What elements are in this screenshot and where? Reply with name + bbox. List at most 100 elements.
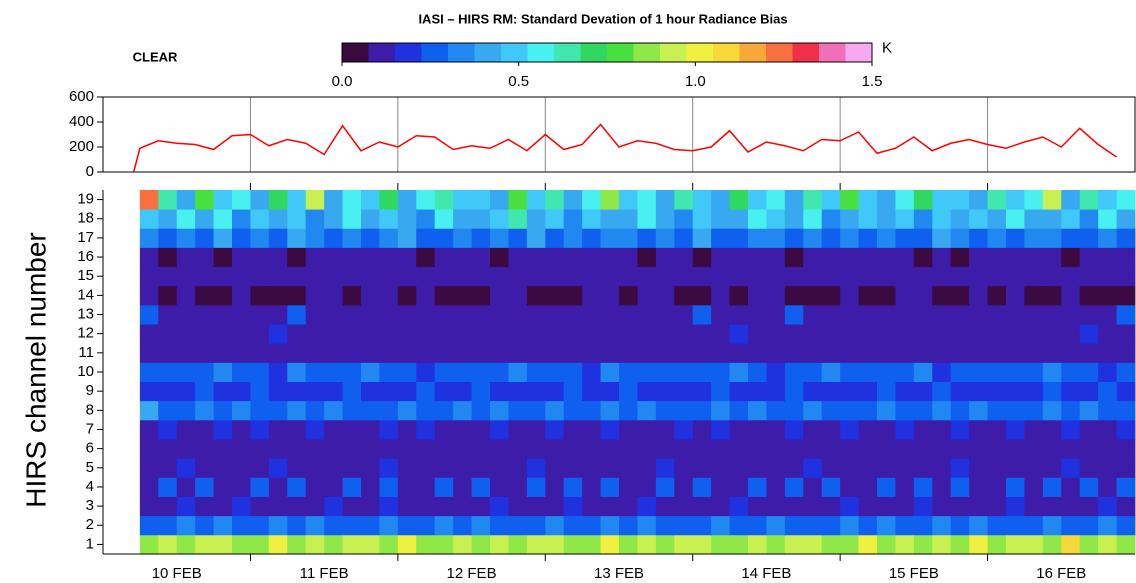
heatmap-cell [711, 496, 730, 517]
heatmap-cell [821, 439, 841, 459]
heatmap-cell [305, 400, 325, 421]
heatmap-cell [637, 343, 657, 363]
heatmap-cell [342, 209, 362, 229]
heatmap-cell [969, 381, 988, 402]
heatmap-cell [232, 324, 251, 344]
heatmap-cell [416, 304, 436, 325]
heatmap-cell [950, 400, 970, 421]
heatmap-cell [250, 439, 270, 459]
heatmap-cell [821, 381, 841, 402]
heatmap-cell [342, 400, 362, 421]
heatmap-cell [1024, 209, 1044, 229]
heatmap-cell [158, 285, 178, 306]
heatmap-cell [600, 209, 620, 229]
heatmap-cell [1061, 285, 1081, 306]
heatmap-cell [582, 209, 601, 229]
heatmap-cell [342, 304, 362, 325]
heatmap-cell [987, 209, 1007, 229]
heatmap-cell [563, 266, 583, 287]
heatmap-cell [1079, 496, 1099, 517]
y-tick-label: 1 [86, 535, 94, 552]
heatmap-cell [1061, 343, 1081, 363]
heatmap-cell [877, 496, 896, 517]
heatmap-cell [1116, 458, 1136, 478]
heatmap-cell [287, 190, 307, 210]
heatmap-cell [563, 285, 583, 306]
heatmap-cell [803, 190, 823, 210]
heatmap-cell [1098, 209, 1117, 229]
heatmap-cell [195, 400, 214, 421]
heatmap-cell [748, 477, 767, 497]
heatmap-cell [1006, 343, 1025, 363]
heatmap-cell [195, 458, 214, 478]
heatmap-cell [766, 496, 786, 517]
heatmap-cell [545, 228, 565, 248]
heatmap-cell [803, 419, 823, 440]
heatmap-cell [950, 190, 970, 210]
heatmap-cell [361, 324, 380, 344]
heatmap-cell [305, 209, 325, 229]
heatmap-cell [969, 209, 988, 229]
heatmap-cell [139, 247, 159, 268]
heatmap-cell [692, 343, 712, 363]
heatmap-cell [453, 324, 472, 344]
heatmap-cell [821, 362, 841, 382]
heatmap-cell [379, 381, 399, 402]
heatmap-cell [268, 515, 288, 536]
heatmap-cell [471, 534, 491, 555]
heatmap-cell [1116, 439, 1136, 459]
heatmap-cell [969, 515, 988, 536]
heatmap-cell [434, 266, 454, 287]
heatmap-cell [471, 266, 491, 287]
heatmap-cell [877, 190, 896, 210]
heatmap-cell [1061, 190, 1081, 210]
heatmap-cell [379, 190, 399, 210]
heatmap-cell [213, 534, 233, 555]
heatmap-cell [711, 343, 730, 363]
heatmap-cell [287, 362, 307, 382]
heatmap-cell [766, 324, 786, 344]
colorbar-tick-label: 1.0 [685, 73, 706, 90]
heatmap-cell [655, 381, 675, 402]
heatmap-cell [950, 458, 970, 478]
heatmap-cell [1006, 247, 1025, 268]
heatmap-cell [545, 400, 565, 421]
heatmap-cell [932, 458, 952, 478]
heatmap-cell [619, 534, 638, 555]
heatmap-cell [232, 190, 251, 210]
heatmap-cell [858, 477, 878, 497]
heatmap-cell [545, 477, 565, 497]
heatmap-cell [600, 324, 620, 344]
heatmap-cell [361, 285, 380, 306]
heatmap-cell [803, 515, 823, 536]
heatmap-cell [324, 477, 343, 497]
heatmap-cell [1061, 400, 1081, 421]
heatmap-cell [250, 381, 270, 402]
heatmap-cell [434, 381, 454, 402]
heatmap-cell [434, 324, 454, 344]
heatmap-cell [748, 496, 767, 517]
heatmap-cell [361, 343, 380, 363]
heatmap-cell [361, 515, 380, 536]
heatmap-cell [858, 381, 878, 402]
heatmap-cell [287, 477, 307, 497]
heatmap-cell [379, 343, 399, 363]
heatmap-cell [342, 477, 362, 497]
heatmap-cell [821, 304, 841, 325]
heatmap-cell [784, 285, 804, 306]
colorbar-cell [766, 43, 793, 62]
heatmap-cell [1061, 439, 1081, 459]
heatmap-cell [600, 266, 620, 287]
heatmap-cell [582, 324, 601, 344]
heatmap-cell [803, 304, 823, 325]
heatmap-cell [655, 534, 675, 555]
heatmap-cell [1006, 381, 1025, 402]
heatmap-cell [969, 190, 988, 210]
heatmap-cell [324, 190, 343, 210]
heatmap-cell [784, 477, 804, 497]
heatmap-cell [416, 400, 436, 421]
heatmap-cell [250, 324, 270, 344]
heatmap-cell [987, 419, 1007, 440]
x-tick-label: 15 FEB [889, 565, 939, 582]
heatmap-cell [674, 285, 694, 306]
